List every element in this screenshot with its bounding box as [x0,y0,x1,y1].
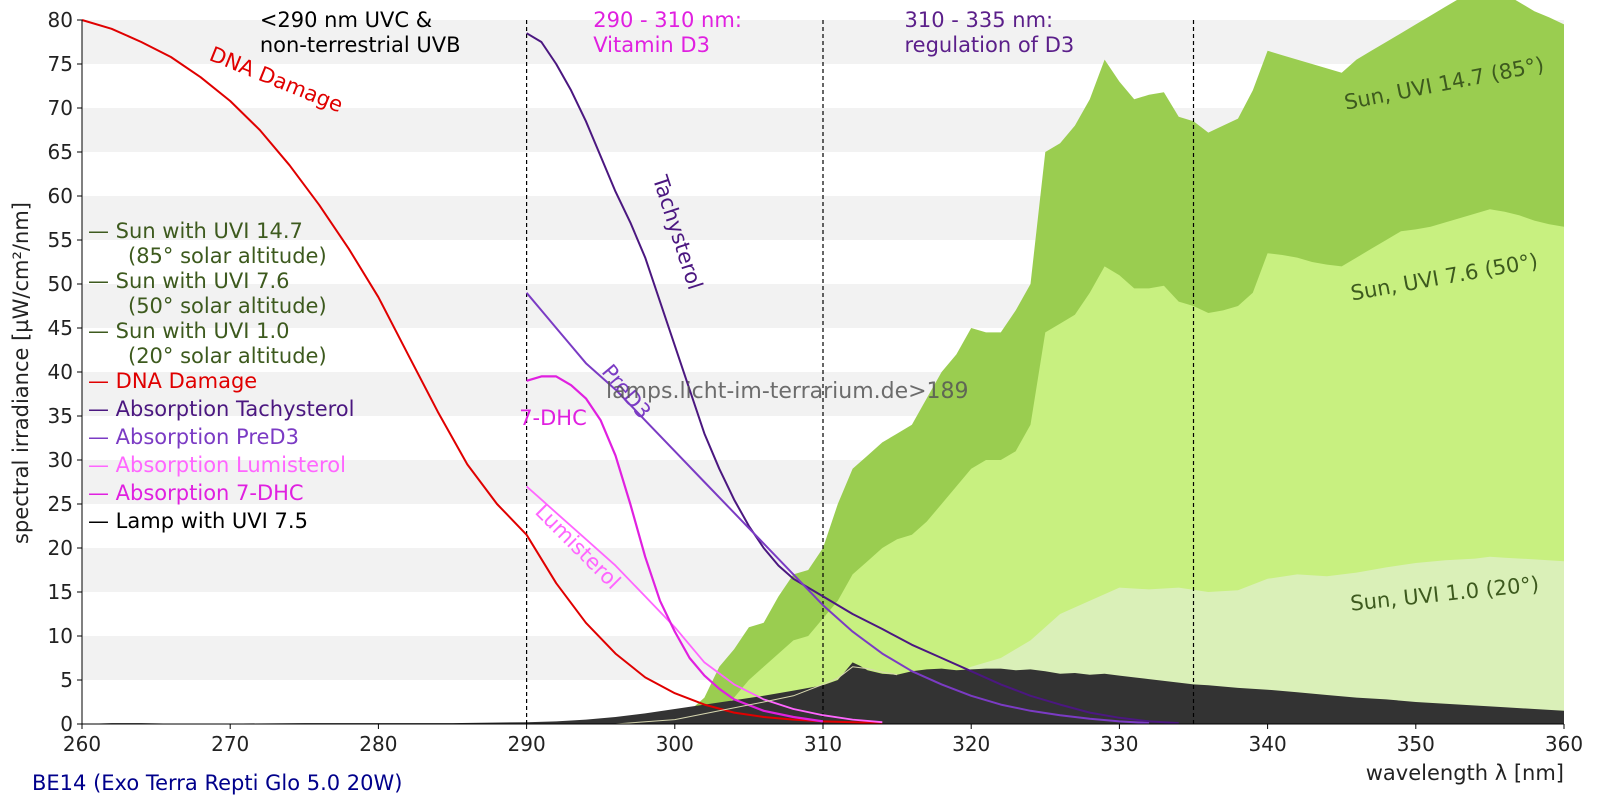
y-tick-label: 55 [48,228,73,252]
legend-entry: (50° solar altitude) [128,294,327,318]
legend-entry: — Lamp with UVI 7.5 [88,509,308,533]
area-series [82,0,1564,724]
y-tick-label: 25 [48,492,73,516]
line-series [81,19,1179,725]
region-label: 310 - 335 nm: [905,8,1054,32]
watermark: lamps.licht-im-terrarium.de>189 [606,379,969,404]
x-axis-label: wavelength λ [nm] [1366,761,1564,785]
x-tick-label: 280 [359,732,397,756]
line-pred3 [525,292,1150,725]
caption: BE14 (Exo Terra Repti Glo 5.0 20W) [32,771,402,795]
x-tick-label: 300 [656,732,694,756]
y-tick-label: 50 [48,272,73,296]
y-tick-label: 40 [48,360,73,384]
region-label: <290 nm UVC & [260,8,432,32]
legend-entry: — Absorption 7-DHC [88,481,304,505]
x-tick-label: 320 [952,732,990,756]
legend-entry: — DNA Damage [88,369,257,393]
legend-entry: — Sun with UVI 7.6 [88,269,290,293]
y-tick-label: 70 [48,96,73,120]
y-tick-label: 0 [60,712,73,736]
region-label: regulation of D3 [905,33,1075,57]
region-label: 290 - 310 nm: [593,8,742,32]
y-tick-label: 35 [48,404,73,428]
y-tick-label: 30 [48,448,73,472]
region-label: Vitamin D3 [593,33,710,57]
x-tick-label: 340 [1249,732,1287,756]
line-tachysterol [526,32,1179,725]
series-label: 7-DHC [519,406,587,430]
x-tick-label: 290 [508,732,546,756]
x-tick-label: 310 [804,732,842,756]
legend-entry: — Absorption Tachysterol [88,397,354,421]
x-tick-label: 360 [1545,732,1583,756]
region-labels: <290 nm UVC &non-terrestrial UVB 290 - 31… [260,8,1074,57]
line-lamp-outline [615,666,898,725]
legend-entry: — Absorption PreD3 [88,425,299,449]
line-dna-damage [81,19,883,725]
x-tick-label: 270 [211,732,249,756]
x-axis-ticks: 260 270 280 290 300 310 320 330 340 350 360 [63,724,1583,756]
x-tick-label: 260 [63,732,101,756]
region-label: non-terrestrial UVB [260,33,461,57]
line-7-dhc [526,375,824,723]
legend-entry: (20° solar altitude) [128,344,327,368]
legend-entry: — Sun with UVI 1.0 [88,319,290,343]
region-separators [525,20,1195,724]
y-axis-label: spectral irradiance [µW/cm²/nm] [9,202,33,544]
y-tick-label: 5 [60,668,73,692]
y-tick-label: 80 [48,8,73,32]
y-tick-label: 20 [48,536,73,560]
y-tick-label: 75 [48,52,73,76]
y-tick-label: 10 [48,624,73,648]
legend-entry: — Absorption Lumisterol [88,453,346,477]
y-tick-label: 15 [48,580,73,604]
legend-entry: — Sun with UVI 14.7 [88,219,303,243]
x-tick-label: 330 [1100,732,1138,756]
line-lumisterol [526,485,883,724]
x-tick-label: 350 [1397,732,1435,756]
legend: — Sun with UVI 14.7(85° solar altitude)—… [88,219,354,533]
y-tick-label: 65 [48,140,73,164]
y-tick-label: 45 [48,316,73,340]
y-tick-label: 60 [48,184,73,208]
legend-entry: (85° solar altitude) [128,244,327,268]
y-axis-ticks: 0 5 10 15 20 25 30 35 40 45 50 55 60 65 70 75 80 [48,8,82,736]
